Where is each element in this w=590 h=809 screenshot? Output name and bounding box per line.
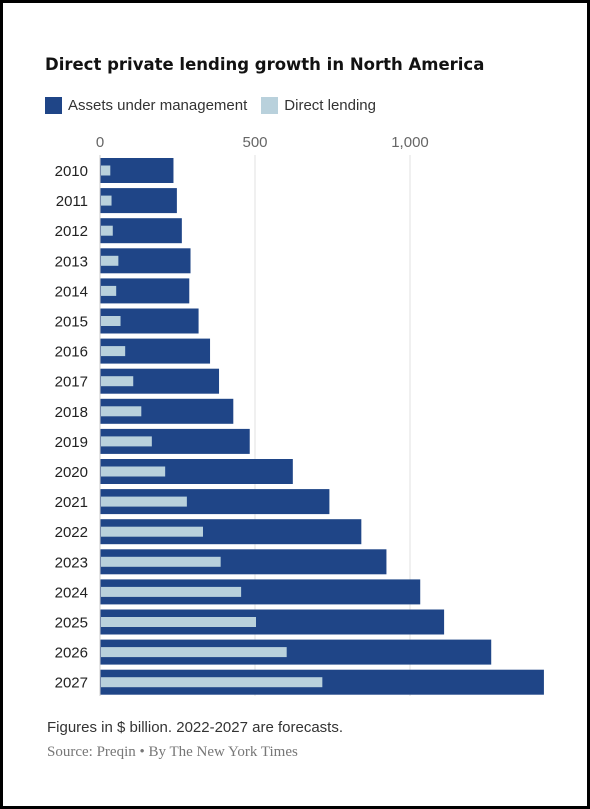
bar-direct-lending — [101, 165, 111, 176]
category-label: 2022 — [55, 524, 88, 541]
legend-label-direct-lending: Direct lending — [284, 96, 376, 114]
legend-label-aum: Assets under management — [68, 96, 248, 114]
category-label: 2019 — [55, 434, 88, 451]
category-label: 2015 — [55, 314, 88, 331]
bar-direct-lending — [101, 526, 203, 537]
bar-direct-lending — [101, 255, 119, 266]
bar-direct-lending — [101, 346, 126, 357]
category-label: 2013 — [55, 253, 88, 270]
x-tick-label: 0 — [96, 134, 104, 151]
bar-direct-lending — [101, 466, 166, 477]
category-label: 2021 — [55, 494, 88, 511]
bar-direct-lending — [101, 556, 221, 567]
category-label: 2025 — [55, 615, 88, 632]
category-label: 2024 — [55, 584, 88, 601]
bar-direct-lending — [101, 195, 112, 206]
legend-swatch-aum — [45, 96, 62, 114]
category-label: 2023 — [55, 554, 88, 571]
footnote: Figures in $ billion. 2022-2027 are fore… — [47, 719, 344, 736]
bar-direct-lending — [101, 406, 142, 417]
bar-direct-lending — [101, 285, 117, 296]
bar-direct-lending — [101, 496, 187, 507]
category-label: 2010 — [55, 163, 88, 180]
bar-assets-under-management — [100, 158, 174, 183]
category-label: 2018 — [55, 404, 88, 421]
category-label: 2026 — [55, 645, 88, 662]
bar-assets-under-management — [100, 188, 177, 214]
bar-chart: 0 500 1,000 2010 2011 2012 2013 2014 2015 2016 201… — [55, 134, 544, 696]
bar-direct-lending — [101, 376, 134, 387]
category-label: 2011 — [56, 193, 88, 210]
bar-direct-lending — [101, 677, 323, 688]
bar-direct-lending — [101, 586, 242, 597]
bar-direct-lending — [101, 647, 287, 658]
bar-direct-lending — [101, 617, 256, 627]
legend: Assets under management Direct lending — [45, 95, 390, 115]
legend-swatch-direct-lending — [261, 96, 279, 114]
x-tick-label: 1,000 — [391, 134, 429, 151]
source-credit: Source: Preqin • By The New York Times — [47, 744, 298, 760]
category-label: 2017 — [55, 374, 88, 391]
bar-assets-under-management — [100, 218, 182, 244]
category-label: 2020 — [55, 464, 88, 481]
legend-item-aum: Assets under management — [45, 96, 248, 114]
bar-direct-lending — [101, 436, 152, 447]
category-label: 2016 — [55, 344, 88, 361]
bar-direct-lending — [101, 225, 113, 236]
legend-item-direct-lending: Direct lending — [261, 96, 376, 114]
chart-title: Direct private lending growth in North A… — [45, 55, 485, 74]
category-label: 2014 — [55, 283, 88, 300]
bar-direct-lending — [101, 316, 121, 326]
x-tick-label: 500 — [242, 134, 267, 151]
category-label: 2012 — [55, 223, 88, 240]
category-label: 2027 — [55, 675, 88, 692]
